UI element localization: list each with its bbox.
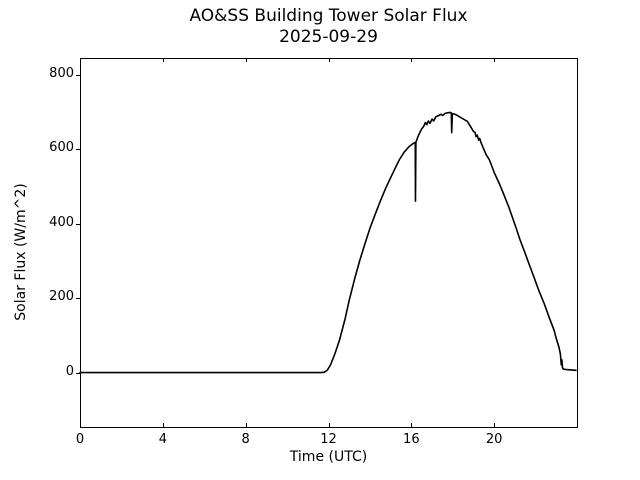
x-tick-label: 4 <box>158 432 167 447</box>
y-tick-label: 200 <box>49 289 74 305</box>
x-tick-label: 8 <box>241 432 250 447</box>
chart-title: AO&SS Building Tower Solar Flux <box>189 6 468 26</box>
chart-subtitle: 2025-09-29 <box>279 27 378 47</box>
y-tick-label: 400 <box>49 214 74 230</box>
x-axis-label: Time (UTC) <box>289 449 368 465</box>
x-tick-label: 20 <box>485 432 503 447</box>
y-tick-label: 800 <box>49 65 74 81</box>
x-tick-label: 12 <box>320 432 337 447</box>
y-tick-label: 0 <box>65 363 74 379</box>
x-tick-label: 0 <box>75 432 85 447</box>
x-tick-label: 16 <box>403 432 420 447</box>
y-tick-label: 600 <box>49 140 74 156</box>
chart-title-block: AO&SS Building Tower Solar Flux 2025-09-… <box>80 6 577 48</box>
solar-flux-line <box>79 111 577 374</box>
